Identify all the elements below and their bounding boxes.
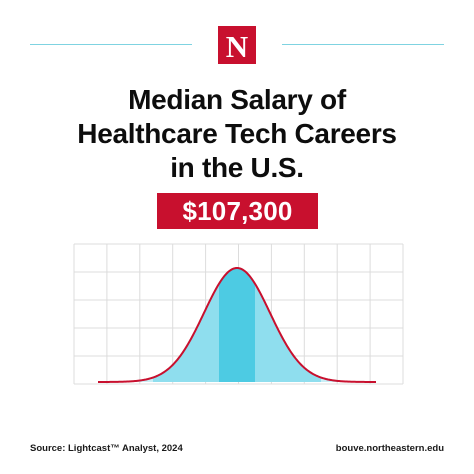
curve-band bbox=[153, 347, 186, 382]
salary-badge: $107,300 bbox=[157, 193, 318, 229]
headline: Median Salary of Healthcare Tech Careers… bbox=[40, 83, 434, 185]
website-url[interactable]: bouve.northeastern.edu bbox=[335, 443, 444, 454]
curve-band bbox=[219, 268, 255, 382]
curve-fill bbox=[98, 268, 376, 382]
curve-band bbox=[255, 283, 288, 382]
distribution-curve bbox=[98, 266, 376, 383]
northeastern-logo: N bbox=[218, 26, 256, 64]
headline-line-3: in the U.S. bbox=[170, 152, 304, 183]
curve-band bbox=[120, 377, 153, 382]
headline-line-2: Healthcare Tech Careers bbox=[77, 118, 397, 149]
curve-band bbox=[288, 347, 321, 382]
decorative-rule-right bbox=[282, 44, 444, 45]
decorative-rule-left bbox=[30, 44, 192, 45]
headline-line-1: Median Salary of bbox=[128, 84, 346, 115]
curve-band bbox=[186, 283, 219, 382]
salary-value: $107,300 bbox=[182, 195, 293, 226]
logo-letter: N bbox=[225, 28, 249, 64]
curve-band bbox=[321, 377, 354, 382]
source-credit: Source: Lightcast™ Analyst, 2024 bbox=[30, 443, 183, 454]
